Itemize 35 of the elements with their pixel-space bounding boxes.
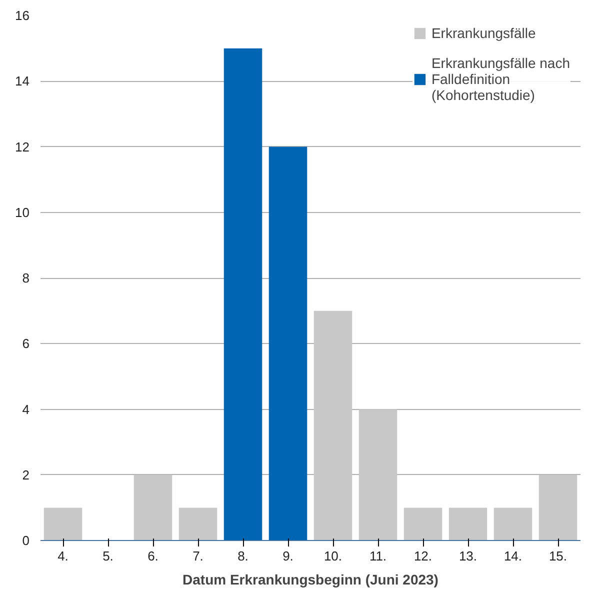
x-tick-label: 7.	[192, 548, 204, 564]
bar	[178, 508, 218, 540]
x-tick-label: 10.	[324, 548, 342, 564]
x-tick-label: 6.	[148, 548, 158, 564]
y-tick-label: 4	[22, 402, 30, 417]
x-tick-label: 14.	[504, 548, 522, 564]
bar	[494, 508, 532, 540]
legend-label: Erkrankungsfälle	[431, 25, 536, 41]
bar	[268, 146, 308, 540]
bar	[538, 474, 578, 540]
bar	[448, 508, 488, 540]
bar	[224, 48, 262, 540]
bar	[314, 310, 352, 540]
x-tick-label: 12.	[414, 548, 432, 564]
y-tick-label: 16	[15, 8, 30, 23]
x-tick-label: 9.	[282, 548, 294, 564]
x-axis-title: Datum Erkrankungsbeginn (Juni 2023)	[182, 572, 438, 588]
y-tick-label: 0	[22, 533, 30, 548]
y-tick-label: 6	[22, 336, 30, 352]
bar	[44, 508, 82, 540]
y-tick-label: 14	[15, 74, 30, 89]
x-tick-label: 13.	[458, 548, 478, 564]
x-tick-label: 15.	[548, 548, 568, 564]
x-tick-label: 5.	[102, 548, 114, 564]
bar	[358, 409, 398, 540]
bar	[404, 508, 442, 540]
y-tick-label: 12	[15, 139, 30, 154]
bar	[134, 474, 172, 540]
legend-label: Erkrankungsfälle nach Falldefinition (Kohortenstudie)	[431, 55, 570, 103]
y-tick-label: 10	[15, 204, 30, 220]
y-tick-label: 8	[22, 270, 30, 286]
x-tick-label: 11.	[369, 548, 387, 564]
x-tick-label: 8.	[238, 548, 248, 564]
y-tick-label: 2	[22, 467, 30, 482]
x-tick-label: 4.	[58, 548, 68, 564]
